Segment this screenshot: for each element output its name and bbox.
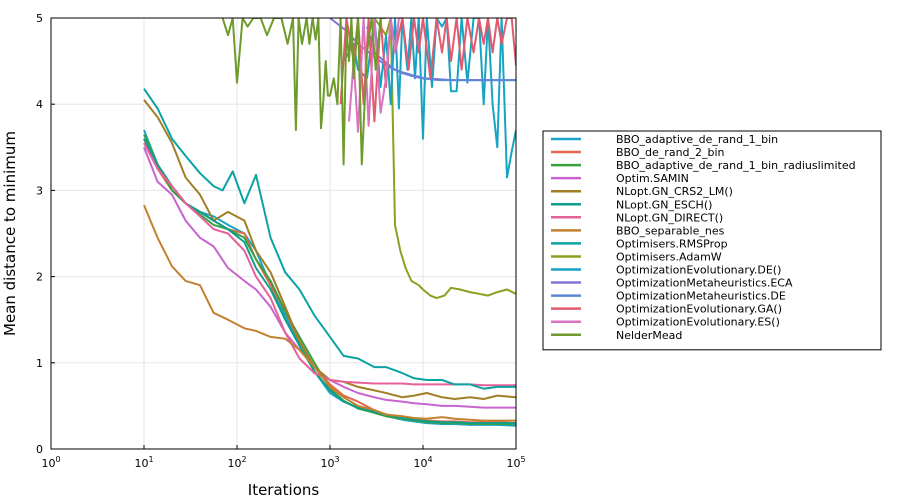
legend-entry: OptimizationEvolutionary.GA() — [616, 303, 782, 316]
series-line-12 — [366, 26, 516, 82]
series-line-6 — [143, 142, 516, 387]
series-line-14 — [348, 18, 403, 133]
series-line-5 — [143, 138, 516, 425]
x-tick-label: 105 — [506, 455, 525, 470]
x-tick-label: 101 — [134, 455, 153, 470]
legend-entry: NLopt.GN_CRS2_LM() — [616, 185, 733, 198]
x-tick-label: 104 — [413, 455, 432, 470]
legend-entry: NelderMead — [616, 329, 682, 342]
legend-entry: Optimisers.RMSProp — [616, 237, 728, 250]
legend-entry: Optim.SAMIN — [616, 172, 689, 185]
y-tick-label: 4 — [36, 98, 43, 111]
x-tick-label: 103 — [320, 455, 339, 470]
y-tick-label: 2 — [36, 271, 43, 284]
y-axis-label: Mean distance to minimum — [1, 131, 19, 336]
legend-entry: OptimizationMetaheuristics.DE — [616, 290, 786, 303]
legend-entry: OptimizationMetaheuristics.ECA — [616, 277, 793, 290]
legend-entry: NLopt.GN_DIRECT() — [616, 211, 723, 224]
y-tick-label: 5 — [36, 12, 43, 25]
plot-frame — [50, 17, 517, 450]
y-tick-label: 0 — [36, 443, 43, 456]
legend-entry: BBO_de_rand_2_bin — [616, 146, 725, 159]
legend-entry: NLopt.GN_ESCH() — [616, 198, 712, 211]
legend-entry: BBO_separable_nes — [616, 224, 725, 237]
x-axis-label: Iterations — [248, 481, 320, 499]
legend-entry: BBO_adaptive_de_rand_1_bin_radiuslimited — [616, 159, 856, 172]
legend-entry: Optimisers.AdamW — [616, 250, 722, 263]
axis-ticks: 100 101 102 103 104 105 0 1 2 3 4 5 — [36, 12, 526, 470]
x-tick-label: 100 — [41, 455, 60, 470]
plot-series — [143, 18, 516, 427]
legend-entry: OptimizationEvolutionary.ES() — [616, 316, 780, 329]
series-line-15 — [221, 18, 386, 166]
legend-box — [542, 130, 882, 351]
legend-entry: OptimizationEvolutionary.DE() — [616, 264, 781, 277]
y-tick-label: 1 — [36, 357, 43, 370]
legend-entry: BBO_adaptive_de_rand_1_bin — [616, 133, 778, 146]
x-tick-label: 102 — [227, 455, 246, 470]
series-line-9 — [373, 18, 516, 300]
legend: BBO_adaptive_de_rand_1_binBBO_de_rand_2_… — [542, 130, 882, 351]
y-tick-label: 3 — [36, 184, 43, 197]
series-line-7 — [143, 204, 516, 422]
series-line-8 — [143, 88, 516, 390]
